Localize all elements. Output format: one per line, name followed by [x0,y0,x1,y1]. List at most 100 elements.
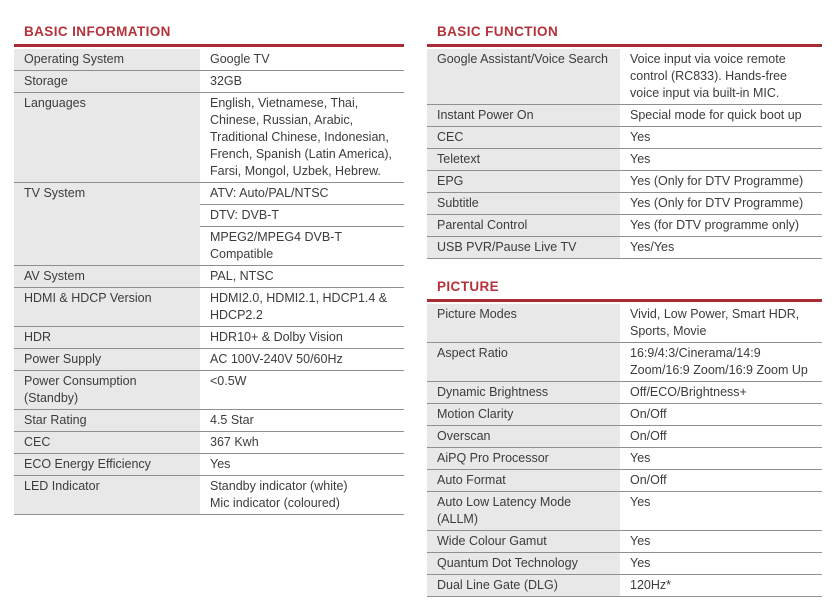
spec-table-basic-information: Operating System Google TV Storage 32GB Lang… [14,49,404,515]
spec-values: Yes [620,531,822,552]
left-column: BASIC INFORMATION Operating System Google… [14,24,404,604]
spec-value: 32GB [210,74,242,88]
spec-label: AV System [14,266,200,287]
section-basic-function: BASIC FUNCTION Google Assistant/Voice Se… [427,24,822,259]
section-title-basic-information: BASIC INFORMATION [24,24,171,39]
spec-label: EPG [427,171,620,192]
spec-values: Yes [620,492,822,530]
spec-label: Storage [14,71,200,92]
spec-label: Google Assistant/Voice Search [427,49,620,104]
spec-values: Yes [620,149,822,170]
spec-values: Yes [620,448,822,469]
spec-row: Instant Power On Special mode for quick b… [427,105,822,127]
spec-value: AC 100V-240V 50/60Hz [210,352,343,366]
spec-row: USB PVR/Pause Live TV Yes/Yes [427,237,822,259]
section-picture: PICTURE Picture Modes Vivid, Low Power, S… [427,279,822,597]
right-column: BASIC FUNCTION Google Assistant/Voice Se… [427,24,822,604]
spec-value: Off/ECO/Brightness+ [630,385,747,399]
spec-values: Special mode for quick boot up [620,105,822,126]
spec-value: 120Hz* [630,578,671,592]
spec-value: Yes [630,534,651,548]
spec-label: CEC [427,127,620,148]
spec-value: Yes (Only for DTV Programme) [630,174,804,188]
spec-label: Instant Power On [427,105,620,126]
spec-values: On/Off [620,426,822,447]
spec-values: Google TV [200,49,404,70]
spec-row: Languages English, Vietnamese, Thai, Chin… [14,93,404,183]
spec-values: HDMI2.0, HDMI2.1, HDCP1.4 & HDCP2.2 [200,288,404,326]
spec-row: Auto Format On/Off [427,470,822,492]
spec-value: Yes [630,495,651,509]
spec-label: Auto Format [427,470,620,491]
spec-label: Wide Colour Gamut [427,531,620,552]
spec-values: Yes [620,553,822,574]
spec-value: MPEG2/MPEG4 DVB-T Compatible [210,230,342,261]
spec-value: Yes [630,130,651,144]
spec-values: Yes/Yes [620,237,822,258]
spec-value: Yes [630,451,651,465]
spec-label: CEC [14,432,200,453]
spec-values: AC 100V-240V 50/60Hz [200,349,404,370]
spec-label: Power Consumption (Standby) [14,371,200,409]
spec-label: Teletext [427,149,620,170]
section-title-basic-function: BASIC FUNCTION [437,24,559,39]
spec-value: Vivid, Low Power, Smart HDR, Sports, Mov… [630,307,800,338]
spec-label: Parental Control [427,215,620,236]
spec-value: Special mode for quick boot up [630,108,802,122]
spec-values: <0.5W [200,371,404,409]
spec-label: Aspect Ratio [427,343,620,381]
spec-row: TV System ATV: Auto/PAL/NTSC DTV: DVB-T MPE… [14,183,404,266]
spec-value: Standby indicator (white) Mic indicator … [210,479,348,510]
spec-label: Auto Low Latency Mode (ALLM) [427,492,620,530]
spec-values: On/Off [620,470,822,491]
spec-row: Dual Line Gate (DLG) 120Hz* [427,575,822,597]
spec-row: HDR HDR10+ & Dolby Vision [14,327,404,349]
spec-values: Voice input via voice remote control (RC… [620,49,822,104]
spec-values: Off/ECO/Brightness+ [620,382,822,403]
spec-row: Power Supply AC 100V-240V 50/60Hz [14,349,404,371]
spec-row: Motion Clarity On/Off [427,404,822,426]
spec-table-basic-function: Google Assistant/Voice Search Voice input… [427,49,822,259]
spec-value: DTV: DVB-T [200,205,404,227]
spec-value: Google TV [210,52,270,66]
spec-values: ATV: Auto/PAL/NTSC DTV: DVB-T MPEG2/MPEG4 … [200,183,404,265]
spec-value: PAL, NTSC [210,269,274,283]
spec-value: 4.5 Star [210,413,254,427]
spec-value: 16:9/4:3/Cinerama/14:9 Zoom/16:9 Zoom/16… [630,346,808,377]
spec-row: EPG Yes (Only for DTV Programme) [427,171,822,193]
spec-value: Yes (for DTV programme only) [630,218,800,232]
spec-value: English, Vietnamese, Thai, Chinese, Russ… [210,96,393,178]
spec-row: HDMI & HDCP Version HDMI2.0, HDMI2.1, HDC… [14,288,404,327]
spec-label: Quantum Dot Technology [427,553,620,574]
spec-value: Voice input via voice remote control (RC… [630,52,788,100]
spec-value: 367 Kwh [210,435,259,449]
spec-row: Aspect Ratio 16:9/4:3/Cinerama/14:9 Zoom/… [427,343,822,382]
section-basic-information: BASIC INFORMATION Operating System Google… [14,24,404,515]
spec-values: Yes (Only for DTV Programme) [620,193,822,214]
spec-label: Dynamic Brightness [427,382,620,403]
spec-row: LED Indicator Standby indicator (white) M… [14,476,404,515]
spec-values: Yes [200,454,404,475]
section-rule [14,44,404,47]
section-rule [427,299,822,302]
spec-value: Yes [630,152,651,166]
spec-label: Subtitle [427,193,620,214]
spec-row: ECO Energy Efficiency Yes [14,454,404,476]
spec-row: Storage 32GB [14,71,404,93]
spec-row: Google Assistant/Voice Search Voice input… [427,49,822,105]
spec-values: 32GB [200,71,404,92]
spec-values: Yes (for DTV programme only) [620,215,822,236]
spec-label: AiPQ Pro Processor [427,448,620,469]
spec-value: ATV: Auto/PAL/NTSC [200,183,404,205]
spec-label: Operating System [14,49,200,70]
spec-values: Yes (Only for DTV Programme) [620,171,822,192]
spec-label: Picture Modes [427,304,620,342]
spec-row: Power Consumption (Standby) <0.5W [14,371,404,410]
spec-values: Vivid, Low Power, Smart HDR, Sports, Mov… [620,304,822,342]
spec-row: AiPQ Pro Processor Yes [427,448,822,470]
spec-row: Star Rating 4.5 Star [14,410,404,432]
spec-label: LED Indicator [14,476,200,514]
spec-value: HDR10+ & Dolby Vision [210,330,343,344]
spec-values: English, Vietnamese, Thai, Chinese, Russ… [200,93,404,182]
spec-label: HDMI & HDCP Version [14,288,200,326]
